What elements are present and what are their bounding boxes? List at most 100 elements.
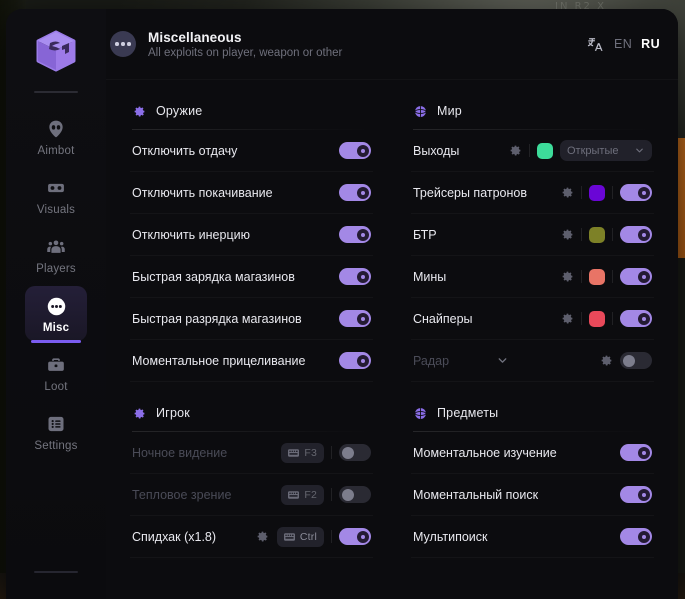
group-rule	[132, 129, 371, 130]
toggle-night-vision[interactable]	[339, 444, 371, 461]
row-multisearch[interactable]: Мультипоиск	[411, 516, 654, 558]
row-mines[interactable]: Мины	[411, 256, 654, 298]
toggle-instant-search[interactable]	[620, 486, 652, 503]
row-disable-inertia[interactable]: Отключить инерцию	[130, 214, 373, 256]
right-column: Мир Выходы	[393, 80, 678, 599]
chevron-down-icon[interactable]	[493, 352, 511, 370]
row-label: Быстрая разрядка магазинов	[132, 311, 302, 326]
language-option-en[interactable]: EN	[613, 37, 633, 51]
sidebar-item-aimbot[interactable]: Aimbot	[25, 109, 87, 164]
page-subtitle: All exploits on player, weapon or other	[148, 46, 343, 59]
control-divider	[331, 446, 332, 459]
color-swatch-mines[interactable]	[589, 268, 605, 285]
left-column: Оружие Отключить отдачу Отключить покачи…	[106, 80, 393, 599]
gear-icon[interactable]	[508, 144, 522, 158]
group-title: Игрок	[156, 406, 190, 420]
row-thermal-vision[interactable]: Тепловое зрение	[130, 474, 373, 516]
control-divider	[331, 488, 332, 501]
row-label: Тепловое зрение	[132, 487, 232, 502]
sidebar-item-visuals[interactable]: Visuals	[25, 168, 87, 223]
gear-icon[interactable]	[599, 354, 613, 368]
keybind-speedhack[interactable]: Ctrl	[276, 526, 324, 547]
row-fast-magazine-unload[interactable]: Быстрая разрядка магазинов	[130, 298, 373, 340]
toggle-speedhack[interactable]	[339, 528, 371, 545]
control-divider	[331, 530, 332, 543]
sidebar-item-label: Loot	[44, 381, 68, 393]
toggle-fast-magazine-load[interactable]	[339, 268, 371, 285]
row-label: Отключить инерцию	[132, 227, 250, 242]
globe-icon	[413, 406, 427, 420]
toggle-radar[interactable]	[620, 352, 652, 369]
control-divider	[612, 186, 613, 199]
sidebar: Aimbot Visuals	[6, 9, 106, 599]
toggle-disable-sway[interactable]	[339, 184, 371, 201]
keyboard-icon	[288, 448, 300, 457]
row-label: Моментальный поиск	[413, 487, 539, 502]
color-swatch-bullet-tracers[interactable]	[589, 184, 605, 201]
gear-icon[interactable]	[560, 186, 574, 200]
control-divider	[581, 270, 582, 283]
row-instant-search[interactable]: Моментальный поиск	[411, 474, 654, 516]
group-title: Мир	[437, 104, 462, 118]
row-btr[interactable]: БТР	[411, 214, 654, 256]
sidebar-bottom-divider	[34, 571, 78, 573]
row-label: Трейсеры патронов	[413, 185, 528, 200]
keyboard-icon	[283, 532, 295, 541]
color-swatch-btr[interactable]	[589, 226, 605, 243]
color-swatch-snipers[interactable]	[589, 310, 605, 327]
sidebar-item-players[interactable]: Players	[25, 227, 87, 282]
select-exits-mode[interactable]: Открытые	[560, 140, 652, 161]
group-weapon: Оружие Отключить отдачу Отключить покачи…	[130, 98, 373, 382]
row-disable-sway[interactable]: Отключить покачивание	[130, 172, 373, 214]
row-fast-magazine-load[interactable]: Быстрая зарядка магазинов	[130, 256, 373, 298]
language-option-ru[interactable]: RU	[641, 37, 660, 51]
row-exits[interactable]: Выходы	[411, 130, 654, 172]
topbar-text: Miscellaneous All exploits on player, we…	[148, 30, 342, 59]
group-header: Игрок	[130, 400, 373, 420]
toggle-disable-inertia[interactable]	[339, 226, 371, 243]
keybind-label: F3	[304, 446, 317, 459]
group-header: Предметы	[411, 400, 654, 420]
row-radar[interactable]: Радар	[411, 340, 654, 382]
row-label: Радар	[413, 353, 450, 368]
keybind-thermal-vision[interactable]: F2	[281, 484, 324, 505]
sidebar-item-loot[interactable]: Loot	[25, 345, 87, 400]
toggle-snipers[interactable]	[620, 310, 652, 327]
gear-icon[interactable]	[560, 270, 574, 284]
toggle-instant-aim[interactable]	[339, 352, 371, 369]
row-bullet-tracers[interactable]: Трейсеры патронов	[411, 172, 654, 214]
toggle-disable-recoil[interactable]	[339, 142, 371, 159]
row-night-vision[interactable]: Ночное видение	[130, 432, 373, 474]
color-swatch-exits[interactable]	[537, 142, 553, 159]
toggle-btr[interactable]	[620, 226, 652, 243]
row-label: Снайперы	[413, 311, 473, 326]
group-items: Предметы Моментальное изучение Моменталь…	[411, 400, 654, 558]
toggle-instant-examine[interactable]	[620, 444, 652, 461]
gear-icon[interactable]	[560, 312, 574, 326]
group-title: Оружие	[156, 104, 203, 118]
row-speedhack[interactable]: Спидхак (x1.8)	[130, 516, 373, 558]
sidebar-item-settings[interactable]: Settings	[25, 404, 87, 459]
gear-icon[interactable]	[256, 530, 270, 544]
dots-icon	[45, 295, 67, 317]
settings-panels: Оружие Отключить отдачу Отключить покачи…	[106, 80, 678, 599]
toggle-bullet-tracers[interactable]	[620, 184, 652, 201]
sidebar-item-label: Visuals	[36, 204, 76, 216]
sidebar-nav: Aimbot Visuals	[6, 109, 106, 459]
row-disable-recoil[interactable]: Отключить отдачу	[130, 130, 373, 172]
toggle-mines[interactable]	[620, 268, 652, 285]
gear-icon[interactable]	[560, 228, 574, 242]
row-label: Моментальное изучение	[413, 445, 557, 460]
row-instant-aim[interactable]: Моментальное прицеливание	[130, 340, 373, 382]
keybind-night-vision[interactable]: F3	[281, 442, 324, 463]
row-instant-examine[interactable]: Моментальное изучение	[411, 432, 654, 474]
toggle-multisearch[interactable]	[620, 528, 652, 545]
sidebar-item-misc[interactable]: Misc	[25, 286, 87, 343]
globe-icon	[413, 104, 427, 118]
row-snipers[interactable]: Снайперы	[411, 298, 654, 340]
toggle-thermal-vision[interactable]	[339, 486, 371, 503]
row-label: Отключить отдачу	[132, 143, 238, 158]
control-divider	[612, 228, 613, 241]
toggle-fast-magazine-unload[interactable]	[339, 310, 371, 327]
